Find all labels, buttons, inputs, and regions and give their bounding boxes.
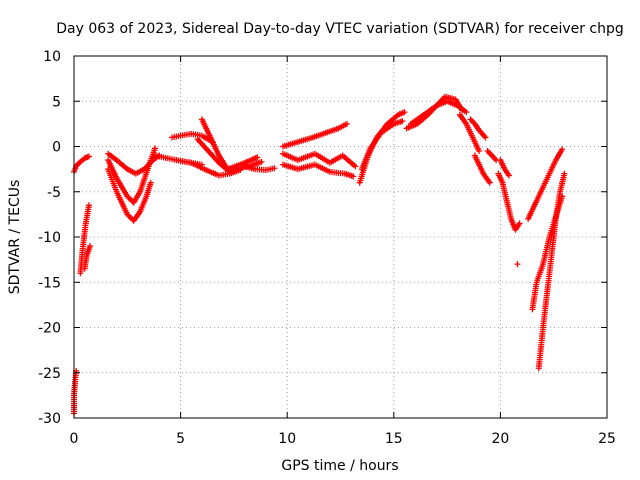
y-tick-label: -25 — [38, 366, 61, 382]
x-tick-label: 0 — [70, 431, 79, 447]
x-axis-label: GPS time / hours — [281, 458, 398, 474]
series-s30 — [535, 170, 568, 372]
series-markers — [497, 157, 512, 179]
series-s12 — [173, 157, 244, 179]
series-s22 — [467, 116, 489, 141]
series-s18 — [358, 118, 406, 173]
series-s3 — [77, 202, 92, 277]
series-markers — [467, 116, 489, 141]
series-markers — [514, 261, 521, 268]
series-s27 — [514, 261, 521, 268]
series-markers — [495, 170, 523, 233]
series-markers — [198, 116, 261, 173]
series-s28 — [525, 146, 566, 222]
series-markers — [173, 157, 244, 179]
series-s14 — [279, 120, 350, 150]
series-markers — [535, 170, 568, 372]
y-tick-label: -20 — [38, 321, 61, 337]
x-tick-label: 15 — [385, 431, 403, 447]
series-s25 — [495, 170, 523, 233]
x-tick-label: 5 — [176, 431, 185, 447]
series-s21 — [456, 111, 483, 155]
series-s23 — [471, 152, 493, 186]
y-tick-label: -10 — [38, 230, 61, 246]
series-s24 — [484, 148, 500, 164]
series-s7 — [105, 150, 163, 177]
series-markers — [81, 243, 93, 272]
series-s20 — [407, 98, 470, 127]
series-s13 — [241, 163, 278, 174]
series-markers — [484, 148, 500, 164]
y-tick-label: 5 — [52, 94, 61, 110]
series-markers — [105, 145, 159, 206]
series-markers — [279, 161, 357, 180]
series-markers — [279, 150, 359, 170]
series-markers — [77, 202, 92, 277]
series-markers — [525, 146, 566, 222]
series-markers — [279, 120, 350, 150]
series-s15 — [279, 150, 359, 170]
series-markers — [358, 118, 406, 173]
series-s6 — [105, 166, 154, 224]
x-ticks: 0 5 10 15 20 25 — [70, 56, 616, 447]
series-markers — [471, 152, 493, 186]
y-ticks: -30 -25 -20 -15 -10 -5 0 5 10 — [38, 49, 607, 427]
series-s10 — [198, 116, 261, 173]
y-tick-label: -15 — [38, 275, 61, 291]
series-s4 — [81, 243, 93, 272]
x-tick-label: 10 — [278, 431, 296, 447]
series-markers — [407, 98, 470, 127]
y-tick-label: -30 — [38, 411, 61, 427]
x-tick-label: 25 — [598, 431, 616, 447]
series-s16 — [279, 161, 357, 180]
series-markers — [456, 111, 483, 155]
y-tick-label: -5 — [47, 185, 61, 201]
x-tick-label: 20 — [491, 431, 509, 447]
series-s5 — [105, 145, 159, 206]
series-s26 — [497, 157, 512, 179]
chart-title: Day 063 of 2023, Sidereal Day-to-day VTE… — [56, 21, 624, 37]
y-tick-label: 10 — [43, 49, 61, 65]
grid — [74, 56, 607, 418]
series-markers — [105, 150, 163, 177]
y-axis-label: SDTVAR / TECUs — [7, 180, 23, 295]
series-markers — [105, 166, 154, 224]
series-markers — [241, 163, 278, 174]
y-tick-label: 0 — [52, 140, 61, 156]
